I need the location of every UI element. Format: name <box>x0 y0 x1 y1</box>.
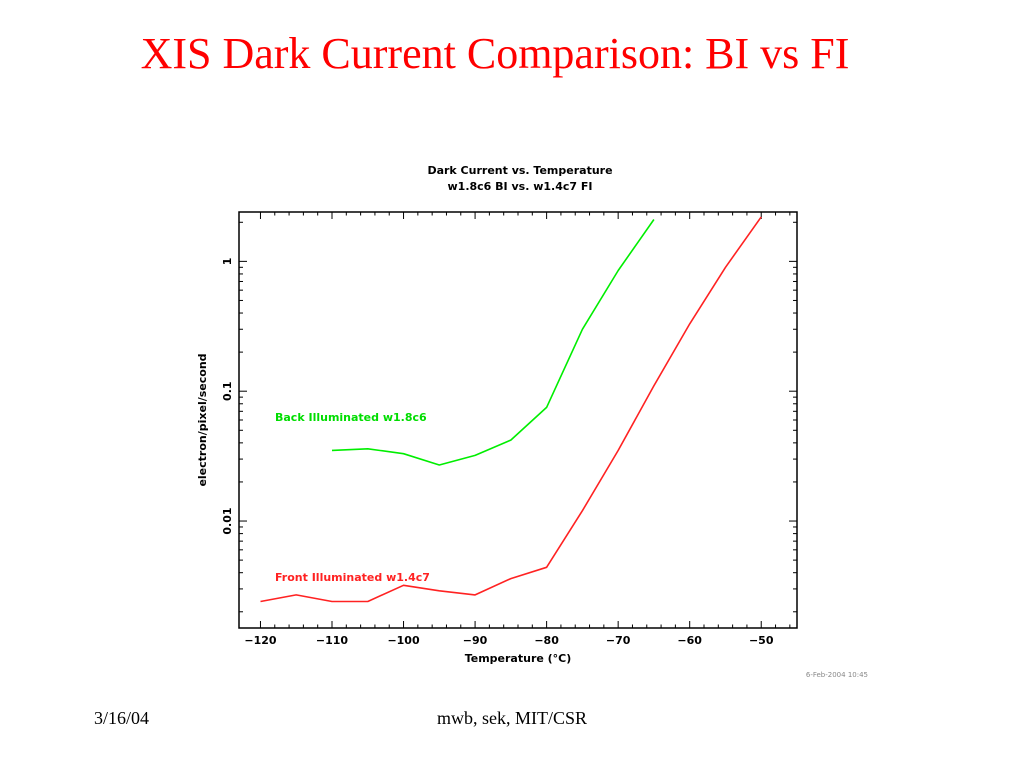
plot-timestamp: 6-Feb-2004 10:45 <box>806 671 868 679</box>
legend-front-illuminated: Front Illuminated w1.4c7 <box>275 571 430 584</box>
footer-date: 3/16/04 <box>94 708 150 728</box>
legend-back-illuminated: Back Illuminated w1.8c6 <box>275 411 427 424</box>
x-tick-label: −70 <box>606 634 631 647</box>
chart-subtitle: w1.8c6 BI vs. w1.4c7 FI <box>448 180 593 193</box>
y-tick-label: 0.1 <box>221 381 234 401</box>
x-tick-label: −110 <box>316 634 349 647</box>
chart-title: Dark Current vs. Temperature <box>427 164 612 177</box>
series-line-front-illuminated <box>260 216 762 603</box>
x-tick-label: −60 <box>677 634 702 647</box>
y-tick-label: 1 <box>221 258 234 266</box>
x-tick-label: −100 <box>387 634 420 647</box>
y-axis-label: electron/pixel/second <box>196 353 209 486</box>
slide-title: XIS Dark Current Comparison: BI vs FI <box>140 29 850 78</box>
footer-credits: mwb, sek, MIT/CSR <box>436 708 587 728</box>
series-lines <box>260 216 762 603</box>
y-tick-label: 0.01 <box>221 507 234 534</box>
axis-tick-labels: −120 −110 −100 −90 −80 −70 −60 −50 0.01 0.1 1 <box>221 258 774 647</box>
x-tick-label: −120 <box>244 634 277 647</box>
x-axis-label: Temperature (°C) <box>465 652 572 665</box>
x-tick-label: −50 <box>749 634 774 647</box>
x-tick-label: −80 <box>534 634 559 647</box>
axis-ticks <box>239 212 797 628</box>
x-tick-label: −90 <box>463 634 488 647</box>
series-line-back-illuminated <box>331 219 655 466</box>
